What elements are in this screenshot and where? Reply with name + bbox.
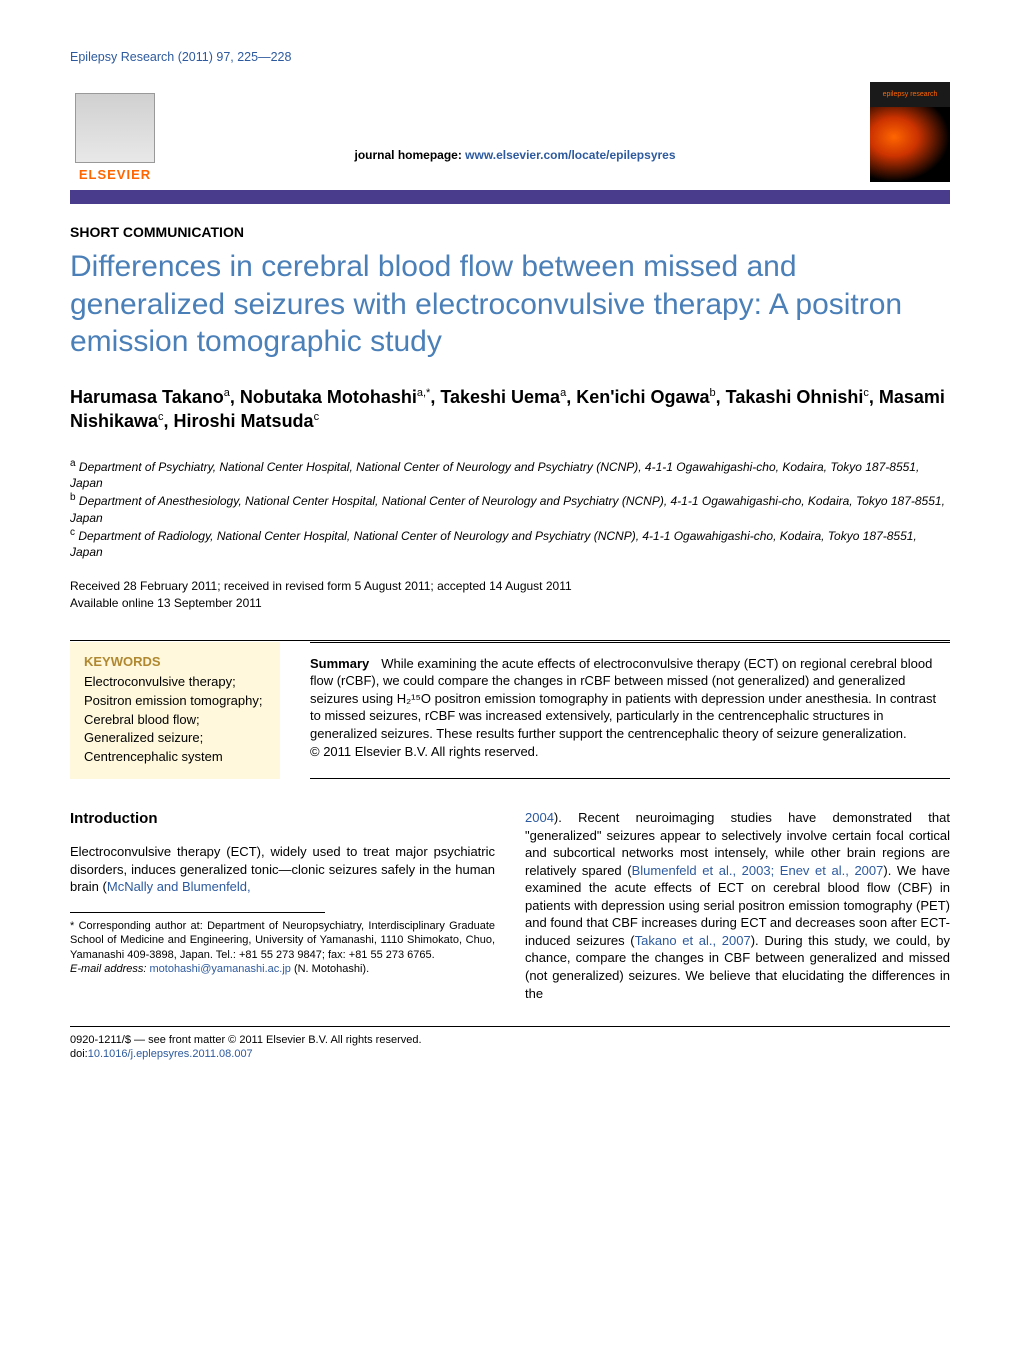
dates-received: Received 28 February 2011; received in r…	[70, 578, 950, 595]
journal-homepage: journal homepage: www.elsevier.com/locat…	[160, 148, 870, 182]
journal-cover-thumbnail: epilepsy research	[870, 82, 950, 182]
article-type: SHORT COMMUNICATION	[70, 224, 950, 240]
authors-list: Harumasa Takanoa, Nobutaka Motohashia,*,…	[70, 385, 950, 434]
introduction-heading: Introduction	[70, 809, 495, 829]
email-label: E-mail address:	[70, 963, 146, 975]
left-column: Introduction Electroconvulsive therapy (…	[70, 809, 495, 1002]
keywords-heading: KEYWORDS	[84, 654, 266, 669]
article-title: Differences in cerebral blood flow betwe…	[70, 248, 950, 361]
citation-link[interactable]: Takano et al., 2007	[635, 933, 751, 948]
abstract-row: KEYWORDS Electroconvulsive therapy;Posit…	[70, 640, 950, 779]
elsevier-tree-icon	[75, 93, 155, 163]
right-column: 2004). Recent neuroimaging studies have …	[525, 809, 950, 1002]
header-logos-row: ELSEVIER journal homepage: www.elsevier.…	[70, 82, 950, 182]
summary-box: SummaryWhile examining the acute effects…	[310, 642, 950, 779]
issn-line: 0920-1211/$ — see front matter © 2011 El…	[70, 1033, 950, 1047]
email-link[interactable]: motohashi@yamanashi.ac.jp	[149, 963, 290, 975]
keywords-list: Electroconvulsive therapy;Positron emiss…	[84, 673, 266, 767]
footnote-separator	[70, 912, 325, 919]
keywords-box: KEYWORDS Electroconvulsive therapy;Posit…	[70, 642, 280, 779]
summary-text: While examining the acute effects of ele…	[310, 656, 936, 741]
summary-copyright: © 2011 Elsevier B.V. All rights reserved…	[310, 743, 950, 761]
cover-label: epilepsy research	[883, 91, 938, 98]
homepage-link[interactable]: www.elsevier.com/locate/epilepsyres	[465, 148, 675, 162]
doi-line: doi:10.1016/j.eplepsyres.2011.08.007	[70, 1047, 950, 1061]
dates-online: Available online 13 September 2011	[70, 595, 950, 612]
journal-reference: Epilepsy Research (2011) 97, 225—228	[70, 50, 950, 64]
cover-image	[870, 107, 950, 182]
corresponding-author-footnote: * Corresponding author at: Department of…	[70, 919, 495, 962]
affiliations: a Department of Psychiatry, National Cen…	[70, 457, 950, 560]
intro-para-left: Electroconvulsive therapy (ECT), widely …	[70, 843, 495, 896]
citation-link[interactable]: Blumenfeld et al., 2003; Enev et al., 20…	[632, 863, 884, 878]
intro-para-right: 2004). Recent neuroimaging studies have …	[525, 809, 950, 1002]
email-attribution: (N. Motohashi).	[291, 963, 369, 975]
doi-link[interactable]: 10.1016/j.eplepsyres.2011.08.007	[88, 1048, 253, 1060]
divider-bar	[70, 190, 950, 204]
email-footnote: E-mail address: motohashi@yamanashi.ac.j…	[70, 962, 495, 976]
citation-link[interactable]: 2004	[525, 810, 554, 825]
elsevier-logo: ELSEVIER	[70, 82, 160, 182]
elsevier-wordmark: ELSEVIER	[79, 167, 151, 182]
body-columns: Introduction Electroconvulsive therapy (…	[70, 809, 950, 1002]
article-dates: Received 28 February 2011; received in r…	[70, 578, 950, 612]
citation-link[interactable]: McNally and Blumenfeld,	[107, 879, 251, 894]
bottom-meta: 0920-1211/$ — see front matter © 2011 El…	[70, 1026, 950, 1062]
summary-label: Summary	[310, 656, 369, 671]
homepage-label: journal homepage:	[354, 148, 465, 162]
